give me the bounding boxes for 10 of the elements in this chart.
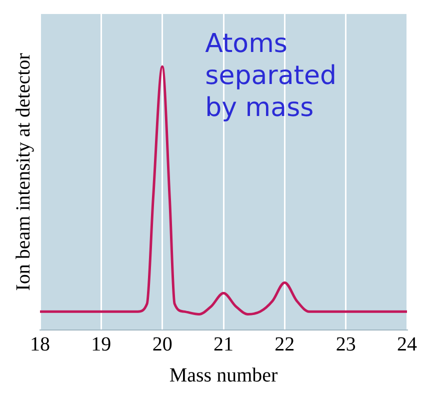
annotation: Atoms separated by mass xyxy=(205,28,336,123)
y-axis-title: Ion beam intensity at detector xyxy=(12,52,34,291)
x-tick-label: 20 xyxy=(152,333,172,356)
x-tick-label: 19 xyxy=(91,333,112,356)
x-tick-label: 21 xyxy=(214,333,234,356)
x-axis-title: Mass number xyxy=(169,364,278,386)
x-tick-label: 23 xyxy=(336,333,356,356)
x-tick-label: 18 xyxy=(30,333,50,356)
x-tick-label: 24 xyxy=(397,333,417,356)
x-tick-label: 22 xyxy=(274,333,295,356)
